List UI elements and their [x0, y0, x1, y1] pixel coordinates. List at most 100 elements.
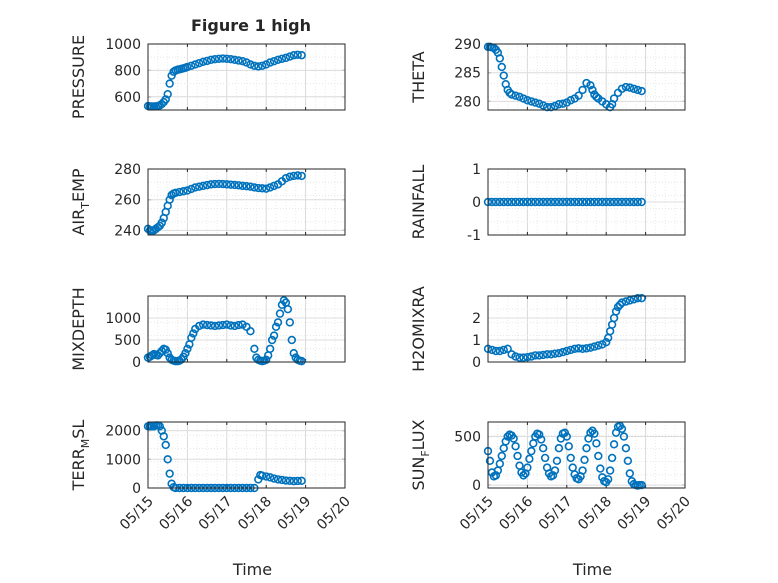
- data-point: [519, 353, 528, 362]
- data-point: [542, 350, 552, 359]
- data-point: [519, 197, 528, 207]
- data-point: [540, 453, 550, 463]
- data-point: [511, 442, 520, 451]
- data-point: [218, 54, 228, 63]
- data-point: [258, 471, 267, 480]
- x-tick-label: 05/17: [196, 494, 236, 534]
- axes-box: [487, 421, 686, 489]
- data-point: [558, 99, 568, 108]
- x-tick-label: 05/17: [536, 494, 576, 534]
- data-point: [250, 344, 259, 353]
- y-tick-label: 0: [472, 355, 481, 371]
- data-point: [623, 456, 633, 466]
- data-point: [617, 84, 627, 93]
- data-point: [265, 183, 275, 192]
- y-tick-label: 2: [472, 311, 481, 327]
- data-point: [163, 455, 172, 464]
- data-point: [187, 61, 196, 70]
- data-point: [165, 195, 174, 204]
- data-point: [625, 197, 635, 207]
- data-point: [499, 345, 508, 355]
- data-point: [273, 55, 283, 65]
- y-tick-label: 1: [472, 333, 481, 349]
- data-point: [546, 197, 556, 207]
- y-tick-label: 500: [454, 430, 481, 446]
- data-point: [161, 95, 170, 104]
- data-point: [191, 60, 200, 69]
- y-axis-label: RAINFALL: [409, 165, 428, 240]
- y-axis-label: TERRMSL: [69, 420, 92, 492]
- data-point: [262, 472, 271, 481]
- data-point: [527, 97, 536, 106]
- data-point: [277, 475, 287, 485]
- data-point: [234, 56, 243, 65]
- data-point: [515, 353, 524, 362]
- data-point: [596, 464, 605, 473]
- data-point: [230, 55, 239, 65]
- data-point: [281, 53, 291, 63]
- data-point: [588, 85, 597, 95]
- data-point: [617, 197, 627, 207]
- data-point: [566, 96, 575, 105]
- data-point: [592, 439, 601, 448]
- data-point: [281, 476, 291, 485]
- data-point: [269, 474, 279, 483]
- data-point: [202, 56, 212, 66]
- data-point: [603, 475, 613, 484]
- y-axis-label: MIXDEPTH: [69, 287, 88, 370]
- data-point: [191, 183, 200, 192]
- data-point: [283, 305, 293, 314]
- data-point: [491, 471, 501, 480]
- data-point: [265, 58, 275, 67]
- data-point: [195, 58, 204, 68]
- data-point: [285, 318, 295, 327]
- data-point: [531, 98, 540, 107]
- data-point: [206, 55, 216, 65]
- data-point: [562, 432, 571, 441]
- data-point: [546, 350, 556, 359]
- data-point: [269, 181, 279, 191]
- data-point: [550, 197, 560, 207]
- subplot-1: 600 800 1000 PRESSURE: [69, 35, 346, 119]
- data-point: [159, 432, 168, 441]
- data-point: [617, 298, 627, 307]
- data-point: [507, 197, 516, 207]
- subplot-8: 0 500 05/15 05/16 05/17 05/18 05/19 05/20 SUNFLU…: [409, 419, 694, 579]
- data-point: [538, 101, 548, 110]
- data-point: [183, 62, 192, 72]
- data-point: [281, 174, 291, 183]
- y-tick-label: 280: [454, 94, 481, 110]
- data-point: [273, 318, 283, 327]
- data-point: [629, 197, 638, 207]
- data-point: [535, 99, 544, 108]
- data-point: [574, 91, 583, 100]
- data-point: [570, 197, 579, 207]
- data-point: [617, 424, 627, 433]
- data-point: [234, 181, 243, 190]
- data-point: [546, 102, 556, 112]
- data-point: [198, 320, 208, 329]
- x-tick-label: 05/18: [235, 494, 275, 534]
- data-point: [202, 180, 212, 190]
- data-point: [601, 197, 611, 207]
- y-axis-label: AIRTEMP: [69, 168, 92, 235]
- data-point: [289, 171, 298, 181]
- data-point: [218, 179, 228, 189]
- data-point: [558, 197, 568, 207]
- data-point: [590, 197, 599, 207]
- data-point: [574, 344, 583, 353]
- data-point: [523, 352, 532, 362]
- data-point: [183, 186, 192, 195]
- data-point: [578, 344, 587, 353]
- data-point: [269, 331, 279, 340]
- data-point: [503, 197, 512, 207]
- data-point: [535, 430, 544, 439]
- data-point: [550, 349, 560, 358]
- data-point: [285, 52, 295, 61]
- data-point: [637, 86, 646, 96]
- data-point: [621, 444, 631, 453]
- data-point: [582, 197, 591, 207]
- x-tick-label: 05/19: [275, 494, 315, 534]
- data-point: [293, 476, 302, 486]
- data-point: [538, 197, 548, 207]
